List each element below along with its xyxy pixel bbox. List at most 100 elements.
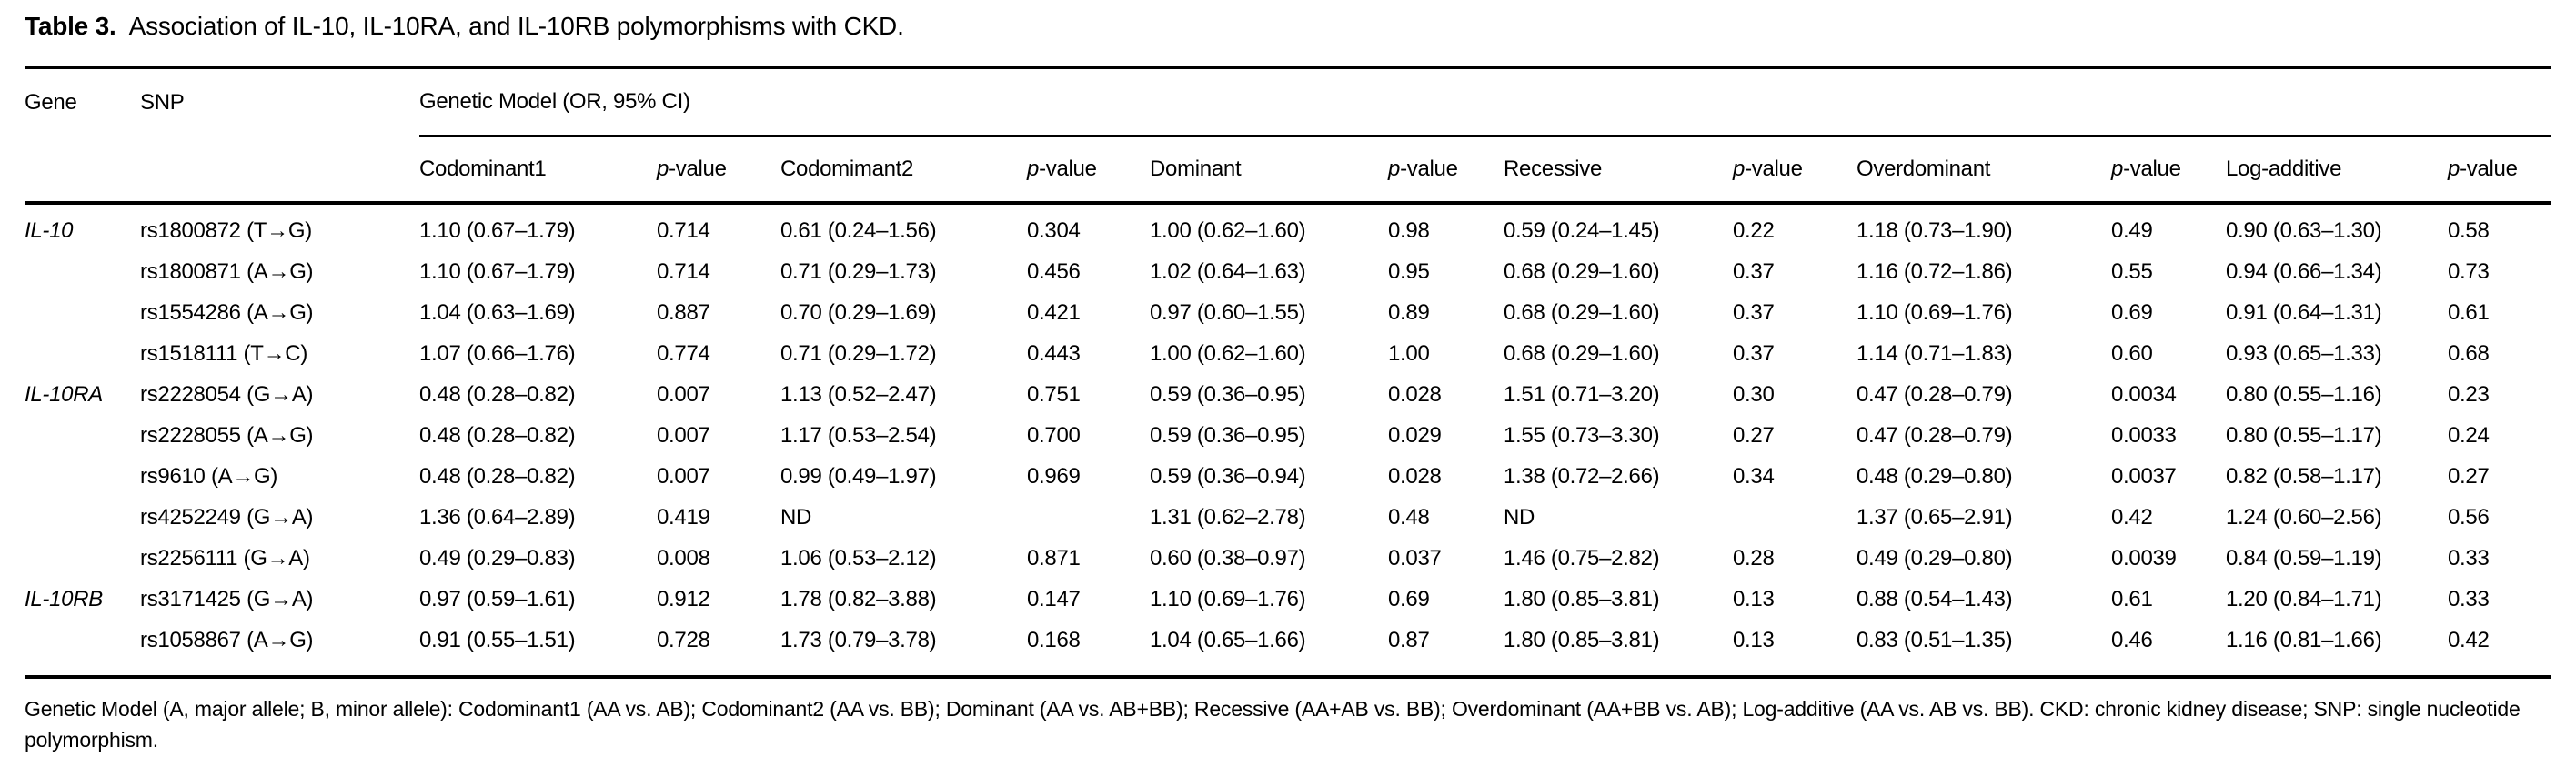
gene-cell — [25, 251, 140, 292]
or-ci-cell: 0.91 (0.64–1.31) — [2226, 299, 2382, 325]
p-value-cell: 0.69 — [1388, 586, 1430, 611]
or-ci-cell: 1.37 (0.65–2.91) — [1857, 504, 2013, 530]
p-value-cell: 0.34 — [1733, 463, 1775, 489]
gene-cell: IL-10RA — [25, 381, 103, 407]
p-value-cell: 0.60 — [2111, 340, 2153, 366]
or-ci-cell: 1.55 (0.73–3.30) — [1504, 422, 1660, 448]
p-value-cell: 0.912 — [657, 586, 710, 611]
p-value-cell: 0.89 — [1388, 299, 1430, 325]
p-value-cell: 0.37 — [1733, 258, 1775, 284]
p-value-cell: 0.029 — [1388, 422, 1442, 448]
snp-cell: rs2228054 (G→A) — [140, 381, 314, 407]
or-ci-cell: ND — [780, 504, 812, 530]
p-value-cell: 0.008 — [657, 545, 710, 571]
col-header-p-value: p-value — [1733, 136, 1857, 205]
gene-cell: IL-10RB — [25, 586, 103, 611]
snp-cell: rs9610 (A→G) — [140, 463, 278, 489]
or-ci-cell: 1.02 (0.64–1.63) — [1150, 258, 1306, 284]
or-ci-cell: 0.49 (0.29–0.80) — [1857, 545, 2013, 571]
or-ci-cell: 1.80 (0.85–3.81) — [1504, 627, 1660, 652]
p-value-cell: 0.0039 — [2111, 545, 2177, 571]
or-ci-cell: 1.80 (0.85–3.81) — [1504, 586, 1660, 611]
p-value-cell: 0.969 — [1027, 463, 1081, 489]
gene-cell — [25, 292, 140, 333]
p-value-cell: 0.714 — [657, 258, 710, 284]
or-ci-cell: 1.06 (0.53–2.12) — [780, 545, 937, 571]
gene-cell: IL-10 — [25, 217, 74, 243]
col-header-dominant: Dominant — [1150, 136, 1388, 205]
or-ci-cell: 0.48 (0.29–0.80) — [1857, 463, 2013, 489]
or-ci-cell: 0.61 (0.24–1.56) — [780, 217, 937, 243]
p-value-cell: 0.37 — [1733, 299, 1775, 325]
p-value-cell: 0.168 — [1027, 627, 1081, 652]
p-value-cell: 0.887 — [657, 299, 710, 325]
p-value-cell: 0.700 — [1027, 422, 1081, 448]
table-body: IL-10 rs1800872 (T→G) 1.10 (0.67–1.79) 0.71… — [25, 203, 2551, 677]
snp-cell: rs1800871 (A→G) — [140, 258, 314, 284]
table-row: IL-10 rs1800872 (T→G) 1.10 (0.67–1.79) 0.71… — [25, 203, 2551, 251]
association-table: Gene SNP Genetic Model (OR, 95% CI) Codo… — [25, 66, 2552, 679]
col-header-log-additive: Log-additive — [2226, 136, 2448, 205]
col-header-genetic-model: Genetic Model (OR, 95% CI) — [419, 67, 2552, 137]
or-ci-cell: 0.82 (0.58–1.17) — [2226, 463, 2382, 489]
p-value-cell: 0.42 — [2448, 627, 2490, 652]
or-ci-cell: 0.59 (0.36–0.95) — [1150, 422, 1306, 448]
p-value-cell: 0.871 — [1027, 545, 1081, 571]
or-ci-cell: 0.71 (0.29–1.73) — [780, 258, 937, 284]
p-value-cell: 0.58 — [2448, 217, 2490, 243]
p-value-cell: 0.007 — [657, 463, 710, 489]
col-header-overdominant: Overdominant — [1857, 136, 2111, 205]
or-ci-cell: 1.16 (0.72–1.86) — [1857, 258, 2013, 284]
or-ci-cell: 0.90 (0.63–1.30) — [2226, 217, 2382, 243]
table-row: rs1554286 (A→G) 1.04 (0.63–1.69) 0.887 0.70… — [25, 292, 2551, 333]
or-ci-cell: 1.14 (0.71–1.83) — [1857, 340, 2013, 366]
p-value-cell: 0.28 — [1733, 545, 1775, 571]
p-value-cell: 0.304 — [1027, 217, 1081, 243]
or-ci-cell: 0.48 (0.28–0.82) — [419, 381, 576, 407]
or-ci-cell: 0.68 (0.29–1.60) — [1504, 258, 1660, 284]
p-value-cell: 0.95 — [1388, 258, 1430, 284]
p-value-cell: 0.13 — [1733, 627, 1775, 652]
table-row: rs4252249 (G→A) 1.36 (0.64–2.89) 0.419 ND 1.… — [25, 497, 2551, 538]
p-value-cell: 0.028 — [1388, 463, 1442, 489]
header-row-sub: Codominant1 p-value Codomimant2 p-value … — [25, 136, 2552, 205]
or-ci-cell: 0.97 (0.60–1.55) — [1150, 299, 1306, 325]
or-ci-cell: 0.47 (0.28–0.79) — [1857, 381, 2013, 407]
table-title-text: Association of IL-10, IL-10RA, and IL-10… — [128, 12, 904, 40]
p-value-cell: 0.728 — [657, 627, 710, 652]
or-ci-cell: 1.10 (0.67–1.79) — [419, 258, 576, 284]
or-ci-cell: 1.46 (0.75–2.82) — [1504, 545, 1660, 571]
table-row: rs1518111 (T→C) 1.07 (0.66–1.76) 0.774 0.71… — [25, 333, 2551, 374]
p-value-cell: 0.147 — [1027, 586, 1081, 611]
or-ci-cell: 0.97 (0.59–1.61) — [419, 586, 576, 611]
p-value-cell: 0.037 — [1388, 545, 1442, 571]
p-value-cell: 0.0033 — [2111, 422, 2177, 448]
or-ci-cell: 1.04 (0.63–1.69) — [419, 299, 576, 325]
or-ci-cell: 0.80 (0.55–1.17) — [2226, 422, 2382, 448]
snp-cell: rs1518111 (T→C) — [140, 340, 308, 366]
header-spacer-cell — [25, 136, 140, 205]
table-row: rs1800871 (A→G) 1.10 (0.67–1.79) 0.714 0.71… — [25, 251, 2551, 292]
p-value-cell: 0.13 — [1733, 586, 1775, 611]
table-row: rs2256111 (G→A) 0.49 (0.29–0.83) 0.008 1.06… — [25, 538, 2551, 579]
or-ci-cell: 1.78 (0.82–3.88) — [780, 586, 937, 611]
or-ci-cell: 0.93 (0.65–1.33) — [2226, 340, 2382, 366]
or-ci-cell: 1.17 (0.53–2.54) — [780, 422, 937, 448]
p-value-cell: 1.00 — [1388, 340, 1430, 366]
p-value-cell: 0.421 — [1027, 299, 1081, 325]
p-value-cell: 0.456 — [1027, 258, 1081, 284]
header-row-top: Gene SNP Genetic Model (OR, 95% CI) — [25, 67, 2552, 137]
p-value-cell: 0.30 — [1733, 381, 1775, 407]
snp-cell: rs1554286 (A→G) — [140, 299, 314, 325]
col-header-p-value: p-value — [2111, 136, 2226, 205]
table-row: rs9610 (A→G) 0.48 (0.28–0.82) 0.007 0.99 (0… — [25, 456, 2551, 497]
or-ci-cell: 0.47 (0.28–0.79) — [1857, 422, 2013, 448]
or-ci-cell: 1.00 (0.62–1.60) — [1150, 217, 1306, 243]
col-header-recessive: Recessive — [1504, 136, 1733, 205]
snp-cell: rs1058867 (A→G) — [140, 627, 314, 652]
gene-cell — [25, 538, 140, 579]
p-value-cell: 0.419 — [657, 504, 710, 530]
or-ci-cell: 1.16 (0.81–1.66) — [2226, 627, 2382, 652]
p-value-cell: 0.61 — [2111, 586, 2153, 611]
snp-cell: rs4252249 (G→A) — [140, 504, 314, 530]
